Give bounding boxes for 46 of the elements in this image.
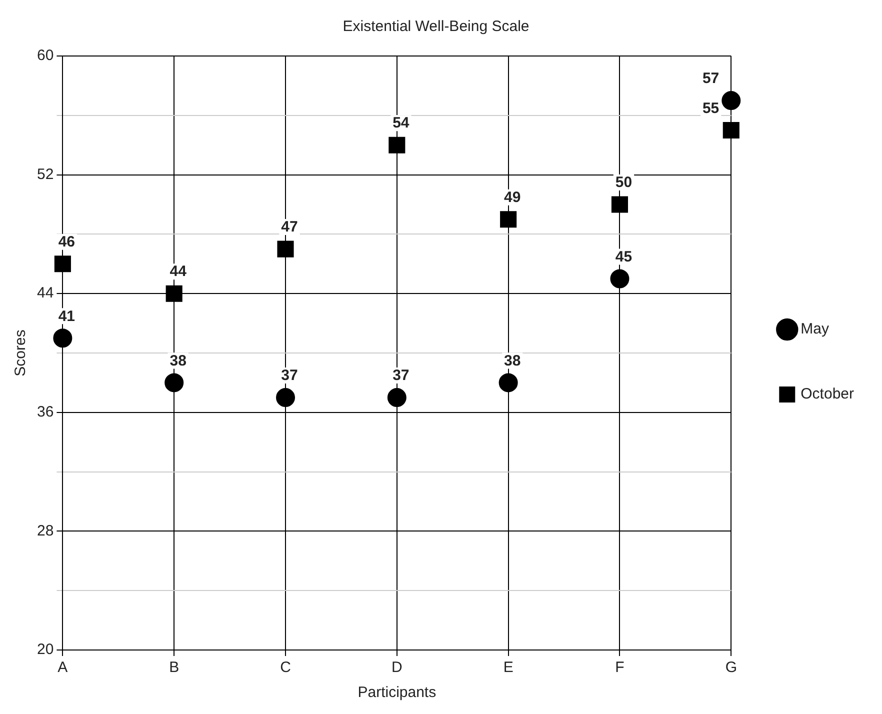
x-axis-title: Participants <box>358 684 436 702</box>
point <box>387 388 406 408</box>
point <box>54 256 71 272</box>
data-label: 49 <box>504 188 521 206</box>
data-label: 47 <box>281 218 298 236</box>
point <box>500 211 517 228</box>
data-label: 38 <box>170 352 186 370</box>
data-label: 37 <box>281 367 298 384</box>
chart-title: Existential Well-Being Scale <box>342 18 530 36</box>
point <box>53 328 72 348</box>
data-label: 50 <box>615 174 632 192</box>
point <box>277 240 294 258</box>
y-tick-label: 60 <box>36 47 54 64</box>
point <box>611 196 628 213</box>
point <box>610 269 630 288</box>
y-axis-title: Scores <box>12 330 30 376</box>
data-label: 41 <box>58 308 76 325</box>
y-tick-label: 44 <box>36 284 54 302</box>
x-tick-label: A <box>58 659 68 676</box>
x-tick-label: F <box>615 659 624 676</box>
data-label: 46 <box>58 234 76 251</box>
data-label: 38 <box>504 352 521 370</box>
data-label: 54 <box>392 114 410 132</box>
data-label: 57 <box>702 70 720 88</box>
legend-label: May <box>800 320 830 338</box>
y-tick-label: 36 <box>36 404 54 421</box>
data-label: 37 <box>392 367 410 384</box>
legend-label: October <box>800 386 854 403</box>
y-tick-label: 28 <box>36 522 54 540</box>
point <box>498 373 518 392</box>
point <box>164 373 184 392</box>
point <box>276 388 296 408</box>
point <box>722 91 741 110</box>
x-tick-label: G <box>725 659 737 676</box>
point <box>166 285 182 302</box>
data-label: 45 <box>615 248 632 266</box>
x-tick-label: B <box>169 659 180 676</box>
point <box>722 122 740 139</box>
point <box>388 136 406 154</box>
data-label: 44 <box>170 263 188 280</box>
x-tick-label: D <box>391 659 402 676</box>
y-tick-label: 20 <box>36 641 54 658</box>
x-tick-label: C <box>280 659 292 676</box>
x-tick-label: E <box>503 659 514 676</box>
data-label: 55 <box>702 100 720 117</box>
y-tick-label: 52 <box>36 166 54 183</box>
